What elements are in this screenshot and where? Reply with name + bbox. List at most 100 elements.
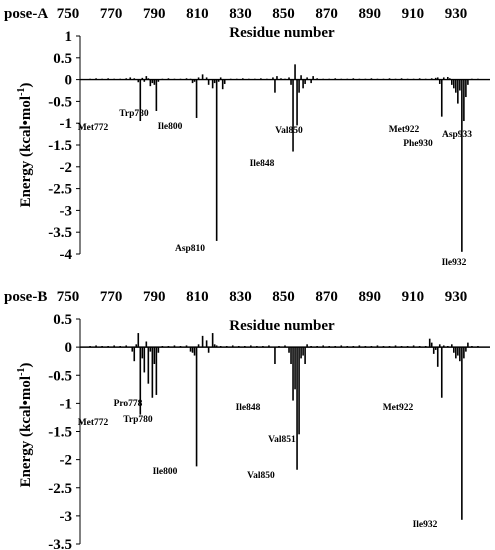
bar (346, 346, 349, 348)
bar (290, 79, 292, 85)
bar (316, 346, 318, 348)
bar (155, 79, 158, 111)
bar (137, 333, 140, 348)
y-tick-label: 1 (65, 29, 73, 45)
y-tick-label: 0 (65, 340, 73, 356)
bar (135, 344, 138, 348)
bar (477, 346, 479, 348)
y-tick-label: -3.5 (48, 537, 72, 550)
y-axis-title: Energy (kcal•mol-1) (16, 83, 34, 208)
x-axis-title: Residue number (229, 25, 335, 41)
bar (442, 345, 445, 348)
bar (133, 78, 136, 80)
bar (406, 346, 409, 348)
panel-pose-a: pose-A 750 770 790 810 830 850 870 890 910 930 Resi… (4, 6, 490, 268)
y-axis-title: Energy (kcal•mol-1) (16, 363, 34, 488)
bar (125, 345, 128, 348)
bar (197, 77, 200, 80)
bar (334, 346, 337, 348)
bar (143, 347, 146, 373)
bar (352, 78, 355, 80)
y-tick-label: -3.5 (48, 225, 72, 241)
bar (89, 78, 91, 80)
bar (211, 79, 214, 89)
panel-label: pose-A (4, 6, 48, 22)
bar (451, 344, 453, 348)
bar (471, 78, 473, 80)
residue-label: Val850 (247, 471, 275, 481)
y-tick-label: -2.5 (48, 481, 72, 497)
y-tick-label: 0 (65, 73, 73, 89)
bar (288, 347, 290, 353)
bar (256, 346, 258, 348)
residue-label: Phe930 (403, 139, 433, 149)
residue-label: Ile932 (442, 258, 467, 268)
bar (304, 347, 306, 364)
bar (141, 347, 144, 359)
bar (288, 77, 290, 80)
x-tick-label: 810 (186, 289, 209, 305)
bar (446, 76, 449, 80)
bar (298, 347, 300, 435)
bar (201, 74, 204, 80)
bar (457, 347, 459, 356)
bar (153, 347, 156, 364)
bar (268, 345, 270, 348)
bar (430, 342, 433, 348)
bar (424, 78, 427, 80)
bar (205, 340, 208, 348)
bar (298, 79, 300, 93)
bar (294, 64, 296, 80)
bar (340, 345, 343, 348)
bar (459, 347, 461, 362)
bar (440, 79, 443, 117)
bar (432, 347, 435, 354)
bar (467, 342, 469, 348)
bar (219, 77, 222, 80)
x-tick-label: 810 (186, 6, 209, 22)
y-tick-label: -2.5 (48, 182, 72, 198)
bar (113, 78, 115, 80)
bar (167, 346, 170, 348)
bar (151, 79, 154, 84)
bar (250, 345, 252, 348)
bar (438, 344, 441, 348)
y-tick-label: -1 (60, 396, 73, 412)
bar (322, 78, 324, 80)
bar (191, 347, 194, 353)
bar (436, 77, 439, 80)
bar (244, 346, 246, 348)
bar (141, 77, 144, 80)
residue-label: Asp810 (175, 244, 205, 254)
y-tick-label: -1.5 (48, 425, 72, 441)
bar (191, 79, 194, 84)
bar (302, 79, 304, 89)
bar (463, 79, 465, 122)
bar (95, 78, 97, 80)
y-tick-label: 0.5 (53, 312, 72, 328)
bar (95, 345, 97, 348)
bar (304, 79, 306, 84)
bar (149, 79, 152, 87)
bar (147, 78, 150, 80)
bar (322, 345, 324, 348)
bar (167, 78, 170, 80)
bar (215, 79, 218, 241)
bar (428, 338, 431, 348)
bar (101, 346, 103, 348)
y-tick-label: -1 (60, 116, 73, 132)
bar (467, 79, 469, 85)
bar (310, 79, 312, 84)
residue-label: Trp780 (119, 109, 149, 119)
bar (139, 347, 142, 415)
bar (418, 78, 421, 80)
residue-label: Met772 (78, 123, 109, 133)
bar (133, 347, 136, 362)
bar (147, 347, 150, 384)
x-tick-label: 750 (57, 6, 80, 22)
bar (149, 347, 152, 352)
bar (161, 346, 164, 348)
residue-label: Met922 (383, 403, 414, 413)
bar (193, 79, 196, 82)
